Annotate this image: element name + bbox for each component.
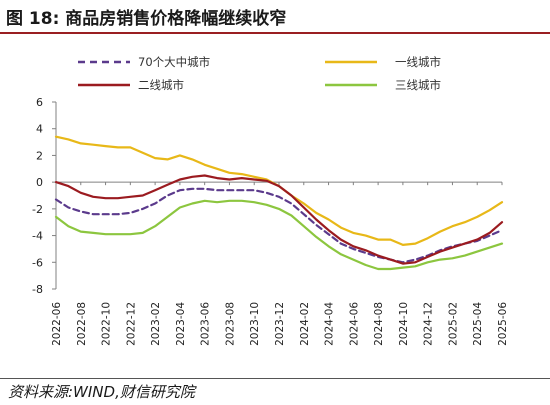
- x-tick-label: 2023-06: [200, 302, 212, 346]
- x-tick-label: 2024-06: [348, 302, 360, 346]
- x-tick-label: 2025-04: [472, 302, 484, 346]
- x-tick-label: 2022-06: [51, 302, 63, 346]
- y-tick-label: 2: [36, 149, 43, 162]
- x-tick-label: 2023-04: [175, 302, 187, 346]
- series-lines: [54, 135, 504, 271]
- title-divider: [0, 32, 550, 34]
- y-tick-label: 4: [36, 123, 43, 136]
- series-line-2: [54, 174, 504, 265]
- series-line-3: [54, 199, 504, 271]
- y-tick-label: -6: [32, 256, 43, 269]
- source-note: 资料来源:WIND,财信研究院: [8, 383, 195, 401]
- source-divider: [0, 378, 550, 379]
- legend-label: 70个大中城市: [138, 55, 210, 69]
- x-tick-label: 2023-10: [249, 302, 261, 346]
- legend-label: 三线城市: [395, 78, 441, 92]
- x-tick-label: 2022-08: [76, 302, 88, 346]
- y-tick-label: 0: [36, 176, 43, 189]
- x-tick-label: 2024-12: [423, 302, 435, 346]
- x-tick-label: 2023-02: [150, 302, 162, 346]
- y-tick-label: -4: [32, 230, 43, 243]
- x-tick-label: 2022-12: [125, 302, 137, 346]
- x-tick-label: 2025-02: [447, 302, 459, 346]
- y-tick-label: 6: [36, 96, 43, 109]
- x-tick-label: 2024-10: [398, 302, 410, 346]
- x-tick-label: 2025-06: [497, 302, 509, 346]
- x-tick-label: 2023-12: [274, 302, 286, 346]
- x-tick-label: 2023-08: [224, 302, 236, 346]
- series-line-0: [54, 187, 504, 264]
- series-line-1: [54, 135, 504, 246]
- x-tick-label: 2022-10: [101, 302, 113, 346]
- x-tick-label: 2024-02: [299, 302, 311, 346]
- y-tick-label: -8: [32, 283, 43, 296]
- legend-label: 二线城市: [138, 78, 184, 92]
- figure-title: 图 18: 商品房销售价格降幅继续收窄: [6, 9, 287, 29]
- legend-label: 一线城市: [395, 55, 441, 69]
- x-tick-label: 2024-04: [324, 302, 336, 346]
- y-tick-label: -2: [32, 203, 43, 216]
- chart-axes: -8 -6 -4 -2 0 2 4 6 2022-06 2022-08 2022-10 2022-12…: [32, 96, 509, 346]
- x-tick-label: 2024-08: [373, 302, 385, 346]
